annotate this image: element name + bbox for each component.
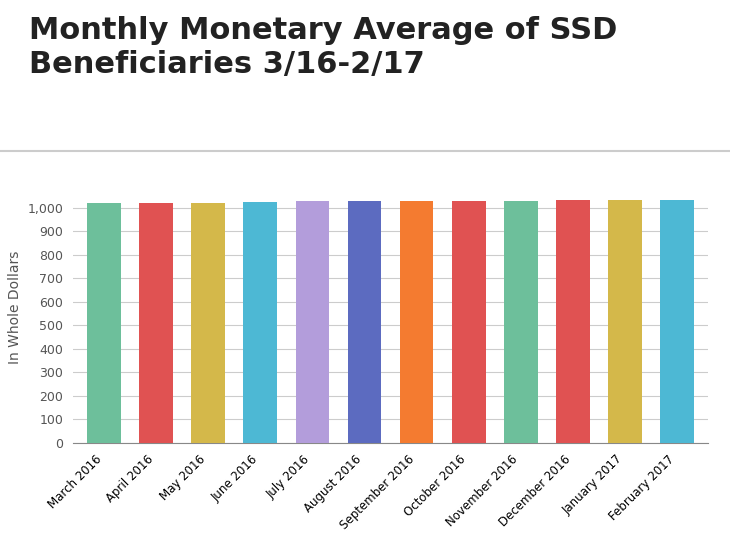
Text: $1,022.55: $1,022.55 bbox=[151, 381, 161, 439]
Text: $1,029.20: $1,029.20 bbox=[515, 381, 526, 439]
Text: $1,028.17: $1,028.17 bbox=[307, 380, 318, 439]
Bar bbox=[191, 202, 226, 443]
Text: $1,022.33: $1,022.33 bbox=[99, 381, 109, 439]
Text: $1,025.20: $1,025.20 bbox=[255, 381, 266, 439]
Text: $1,032.25: $1,032.25 bbox=[672, 381, 682, 439]
Text: $1,029.20: $1,029.20 bbox=[464, 381, 474, 439]
Bar bbox=[608, 200, 642, 443]
Bar bbox=[660, 200, 694, 443]
Bar bbox=[88, 203, 121, 443]
Bar bbox=[556, 200, 590, 443]
Bar bbox=[139, 202, 173, 443]
Text: $1,032.25: $1,032.25 bbox=[568, 381, 577, 439]
Bar bbox=[296, 201, 329, 443]
Y-axis label: In Whole Dollars: In Whole Dollars bbox=[8, 251, 22, 364]
Text: $1,032.39: $1,032.39 bbox=[620, 381, 630, 439]
Bar bbox=[504, 201, 537, 443]
Text: $1,028.32: $1,028.32 bbox=[359, 381, 369, 439]
Bar bbox=[347, 201, 382, 443]
Bar bbox=[452, 201, 485, 443]
Text: $1,022.75: $1,022.75 bbox=[204, 380, 213, 439]
Bar bbox=[244, 202, 277, 443]
Bar bbox=[399, 201, 434, 443]
Text: Monthly Monetary Average of SSD
Beneficiaries 3/16-2/17: Monthly Monetary Average of SSD Benefici… bbox=[29, 16, 618, 79]
Text: $1,028.50: $1,028.50 bbox=[412, 381, 422, 439]
